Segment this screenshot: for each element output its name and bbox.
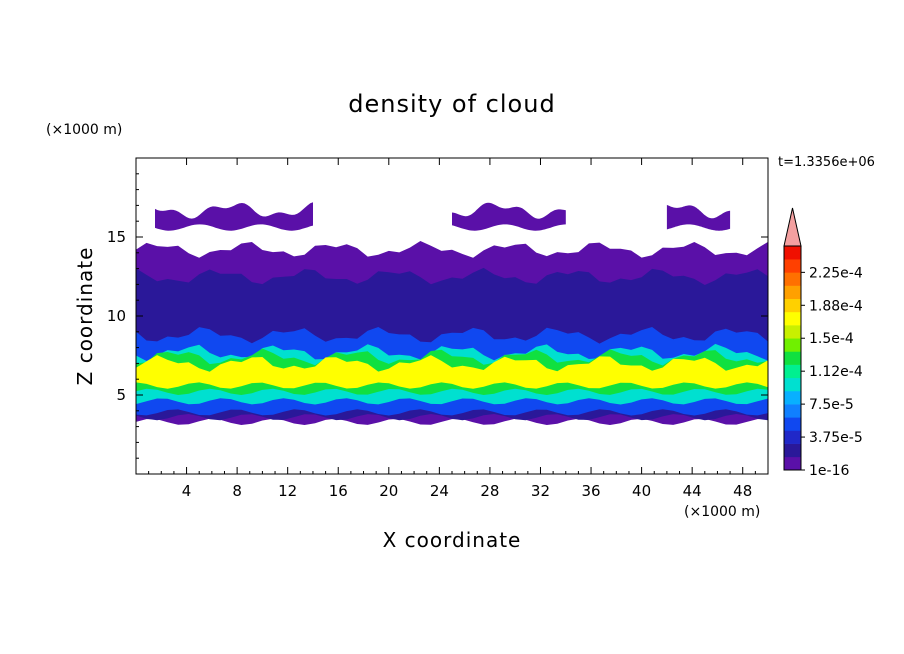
density-layer-1-1: [452, 202, 566, 231]
colorbar-swatch: [784, 364, 801, 379]
colorbar-swatch: [784, 311, 801, 326]
colorbar-swatch: [784, 338, 801, 352]
x-tick-label: 32: [531, 482, 550, 500]
colorbar-swatch: [784, 272, 801, 286]
x-unit-label: (×1000 m): [684, 504, 760, 520]
time-label: t=1.3356e+06: [778, 155, 875, 170]
colorbar-swatch: [784, 377, 801, 392]
colorbar-swatch: [784, 430, 801, 444]
chart-title: density of cloud: [348, 90, 555, 118]
y-unit-label: (×1000 m): [46, 122, 122, 138]
colorbar-label: 2.25e-4: [809, 265, 863, 281]
x-tick-label: 12: [278, 482, 297, 500]
colorbar-swatch: [784, 246, 801, 260]
colorbar-label: 3.75e-5: [809, 430, 863, 446]
y-axis-label: Z coordinate: [73, 247, 97, 386]
x-tick-label: 24: [430, 482, 449, 500]
colorbar-swatch: [784, 298, 801, 313]
colorbar-label: 1e-16: [809, 463, 849, 479]
colorbar-swatch: [784, 443, 801, 458]
x-tick-label: 48: [733, 482, 752, 500]
colorbar-frame: [783, 245, 802, 471]
x-tick-label: 36: [581, 482, 600, 500]
colorbar-swatch: [784, 404, 801, 418]
x-axis-label: X coordinate: [383, 528, 522, 552]
x-tick-label: 44: [683, 482, 702, 500]
colorbar-swatch: [784, 259, 801, 273]
colorbar-swatch: [784, 390, 801, 405]
density-field: [136, 202, 768, 425]
x-tick-label: 16: [329, 482, 348, 500]
colorbar: 1e-16 3.75e-5 7.5e-5 1.12e-4 1.5e-4 1.88e-4 2.…: [783, 207, 863, 479]
x-axis: 4 8 12 16 20 24 28 32 36 40 44 48: [148, 158, 756, 500]
y-tick-label: 10: [107, 307, 126, 325]
density-layer-1-0: [155, 202, 313, 231]
x-tick-label: 40: [632, 482, 651, 500]
y-axis: 5 10 15: [107, 173, 768, 459]
colorbar-swatch: [784, 351, 801, 365]
y-tick-label: 5: [116, 386, 126, 404]
density-layer-6-0: [136, 355, 768, 389]
x-tick-label: 8: [232, 482, 242, 500]
colorbar-label: 1.12e-4: [809, 364, 863, 380]
colorbar-swatch: [784, 417, 801, 431]
x-tick-label: 28: [480, 482, 499, 500]
colorbar-label: 7.5e-5: [809, 397, 854, 413]
density-layer-1-2: [666, 204, 731, 231]
colorbar-swatch: [784, 285, 801, 300]
colorbar-swatch: [784, 325, 801, 339]
colorbar-swatch: [784, 456, 801, 471]
y-tick-label: 15: [107, 228, 126, 246]
colorbar-label: 1.5e-4: [809, 331, 854, 347]
x-tick-label: 4: [182, 482, 192, 500]
x-tick-label: 20: [379, 482, 398, 500]
colorbar-extend-triangle: [783, 207, 802, 247]
colorbar-label: 1.88e-4: [809, 298, 863, 314]
